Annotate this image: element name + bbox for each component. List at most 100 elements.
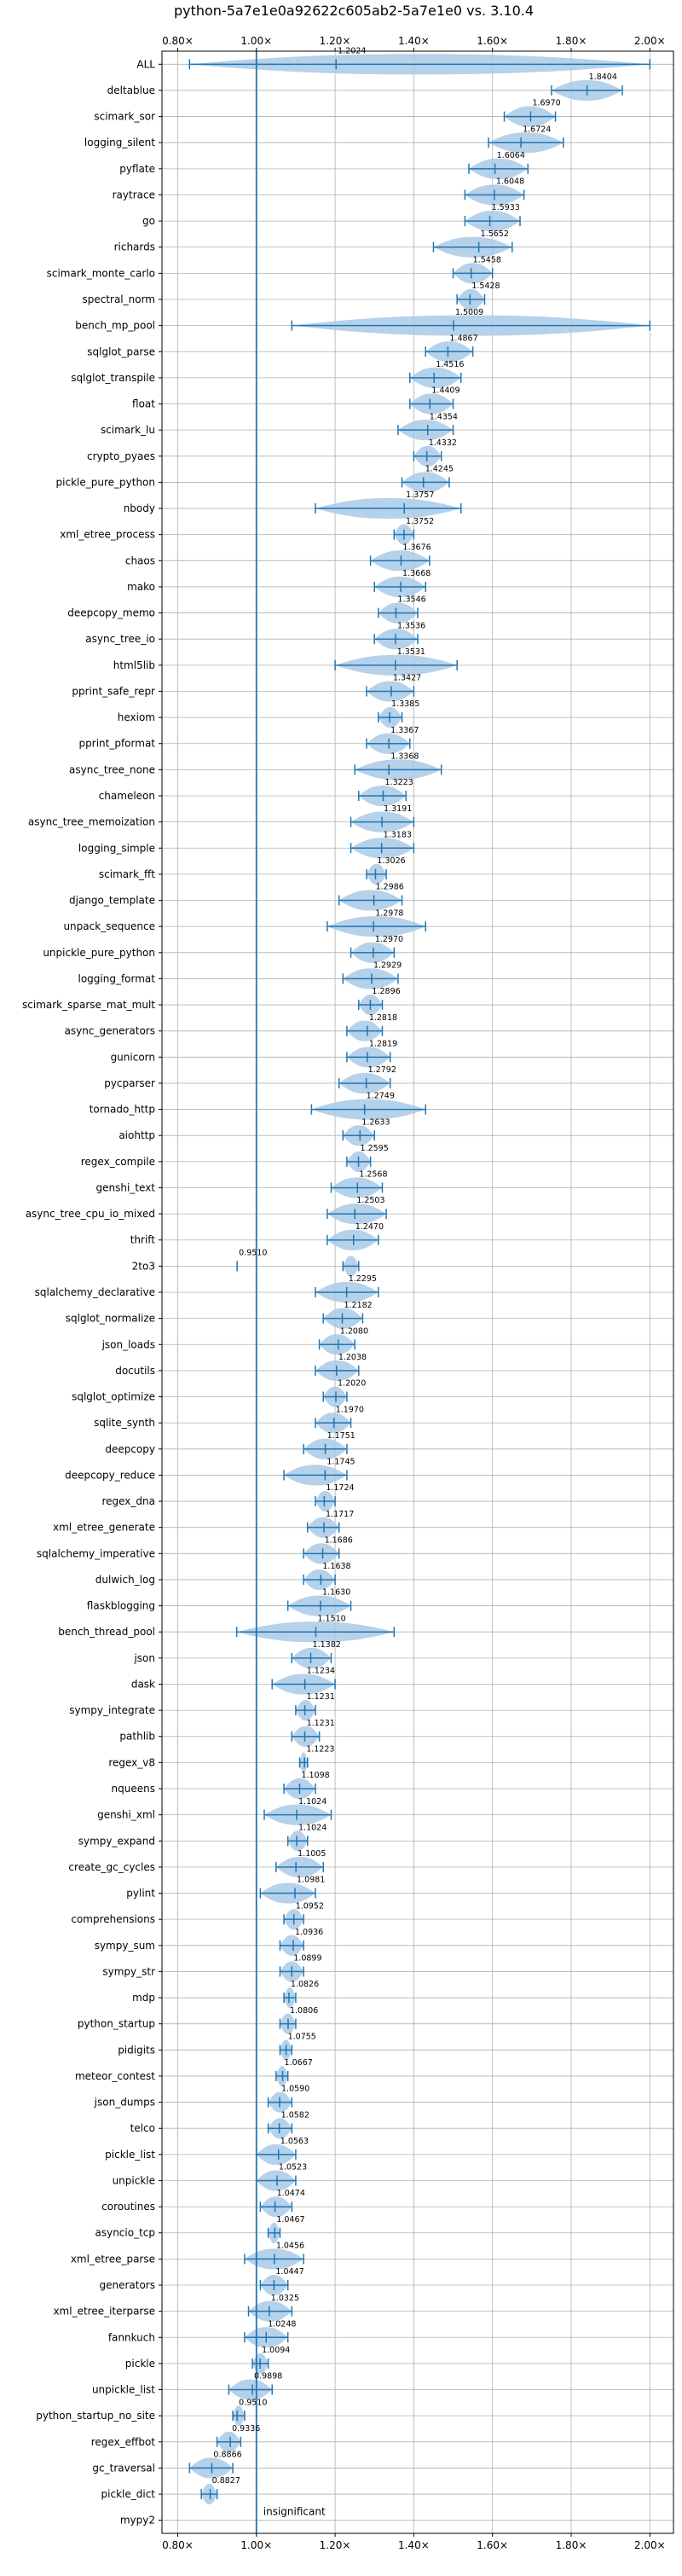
- value-label: 1.0755: [288, 2032, 316, 2041]
- x-tick-label-bottom: 1.00×: [240, 2539, 272, 2551]
- y-tick-label: pickle_list: [105, 2149, 155, 2161]
- value-label: 1.2819: [369, 1039, 397, 1048]
- y-tick-label: gc_traversal: [92, 2462, 155, 2474]
- value-label: 1.8404: [589, 73, 617, 82]
- value-label: 1.5652: [481, 229, 509, 239]
- value-label: 1.1005: [298, 1849, 326, 1859]
- value-label: 1.2038: [338, 1353, 367, 1362]
- value-label: 1.2080: [340, 1326, 368, 1336]
- x-tick-label-bottom: 0.80×: [162, 2539, 194, 2551]
- y-tick-label: pickle_dict: [101, 2488, 156, 2500]
- y-tick-label: bench_mp_pool: [75, 320, 155, 332]
- y-tick-label: sqlglot_normalize: [66, 1313, 155, 1325]
- y-tick-label: genshi_xml: [97, 1809, 155, 1821]
- value-label: 1.0826: [291, 1980, 319, 1989]
- y-tick-label: pickle_pure_python: [56, 476, 155, 488]
- value-label: 1.1630: [322, 1588, 350, 1598]
- value-label: 1.6724: [523, 125, 551, 134]
- y-tick-label: scimark_fft: [99, 868, 155, 880]
- y-tick-label: pprint_pformat: [79, 738, 156, 750]
- y-tick-label: chaos: [125, 554, 155, 566]
- value-label: 1.0590: [281, 2085, 309, 2094]
- y-tick-label: pycparser: [104, 1077, 155, 1089]
- value-label: 1.0806: [290, 2006, 318, 2016]
- value-label: 1.1745: [327, 1458, 355, 1467]
- y-tick-label: tornado_http: [90, 1104, 155, 1116]
- value-label: 0.9336: [232, 2424, 260, 2434]
- value-label: 1.2595: [361, 1144, 389, 1153]
- y-tick-label: regex_compile: [81, 1156, 155, 1168]
- value-label: 1.1717: [326, 1510, 354, 1519]
- y-tick-label: spectral_norm: [82, 293, 155, 305]
- value-label: 1.1223: [306, 1745, 334, 1755]
- y-tick-label: crypto_pyaes: [87, 450, 155, 462]
- y-tick-label: deepcopy_reduce: [65, 1469, 155, 1481]
- value-label: 1.1098: [301, 1771, 329, 1780]
- y-tick-label: xml_etree_iterparse: [53, 2306, 155, 2318]
- y-tick-label: telco: [130, 2122, 155, 2134]
- y-tick-label: deepcopy: [105, 1443, 155, 1455]
- y-tick-label: async_tree_io: [85, 633, 155, 645]
- x-tick-label-top: 1.00×: [240, 35, 272, 47]
- insignificant-note: insignificant: [263, 2506, 326, 2518]
- value-label: 1.0467: [276, 2215, 304, 2225]
- x-tick-label-top: 1.80×: [556, 35, 587, 47]
- value-label: 1.0325: [271, 2294, 299, 2303]
- value-label: 1.3367: [390, 726, 419, 735]
- y-tick-label: async_tree_memoization: [28, 816, 155, 828]
- value-label: 1.3546: [397, 595, 425, 605]
- value-label: 1.3385: [391, 699, 419, 709]
- value-label: 1.3183: [384, 830, 412, 839]
- value-label: 1.3223: [385, 778, 413, 787]
- value-label: 1.4867: [449, 334, 477, 343]
- value-label: 0.8827: [212, 2476, 240, 2486]
- y-tick-label: bench_thread_pool: [58, 1626, 155, 1638]
- y-tick-label: dask: [131, 1678, 155, 1690]
- y-tick-label: fannkuch: [108, 2331, 155, 2343]
- y-tick-label: mypy2: [120, 2515, 155, 2527]
- y-tick-label: sympy_sum: [95, 1940, 155, 1952]
- x-tick-label-top: 1.20×: [320, 35, 351, 47]
- y-tick-label: unpickle_list: [92, 2384, 155, 2396]
- value-label: 1.5009: [455, 308, 483, 317]
- y-tick-label: pprint_safe_repr: [72, 685, 155, 697]
- y-tick-label: sqlalchemy_declarative: [35, 1286, 155, 1298]
- y-labels: ALL deltablue scimark_sor logging_silentpyf…: [22, 58, 162, 2527]
- y-tick-label: mdp: [132, 1992, 155, 2004]
- y-tick-label: pickle: [125, 2358, 155, 2370]
- y-tick-label: asyncio_tcp: [95, 2227, 155, 2239]
- grid: [162, 51, 673, 2533]
- value-label: 1.0094: [262, 2346, 290, 2355]
- value-label: 1.2295: [349, 1274, 377, 1284]
- value-label: 1.1024: [298, 1797, 327, 1807]
- value-label: 1.3536: [397, 621, 425, 630]
- x-tick-label-bottom: 1.40×: [398, 2539, 430, 2551]
- y-tick-label: coroutines: [101, 2201, 155, 2213]
- y-tick-label: float: [132, 398, 155, 410]
- y-tick-label: dulwich_log: [95, 1574, 155, 1586]
- y-tick-label: xml_etree_parse: [71, 2253, 155, 2265]
- y-tick-label: generators: [99, 2279, 155, 2291]
- y-tick-label: sqlglot_transpile: [71, 372, 155, 384]
- x-ticks: 0.80× 0.80× 1.00× 1.00× 1.20× 1.20× 1.40× 1.40×…: [162, 35, 666, 2551]
- value-label: 1.0667: [285, 2058, 313, 2068]
- y-tick-label: scimark_monte_carlo: [47, 267, 155, 279]
- plot-frame: [161, 50, 674, 2534]
- y-tick-label: scimark_sor: [94, 111, 155, 123]
- value-label: 1.2020: [338, 1379, 366, 1389]
- y-tick-label: chameleon: [99, 790, 155, 802]
- x-tick-label-top: 0.80×: [162, 35, 194, 47]
- value-label: 1.0474: [277, 2189, 305, 2198]
- value-label: 1.0936: [295, 1928, 323, 1937]
- y-tick-label: unpickle: [113, 2174, 155, 2186]
- value-label: 1.2978: [375, 908, 403, 918]
- y-tick-label: raytrace: [113, 189, 155, 200]
- y-tick-label: create_gc_cycles: [68, 1861, 155, 1873]
- value-label: 1.1686: [325, 1535, 353, 1545]
- y-tick-label: gunicorn: [111, 1051, 155, 1063]
- value-label: 1.3191: [384, 804, 412, 814]
- y-tick-label: json_loads: [101, 1338, 155, 1350]
- value-label: 1.1970: [336, 1405, 364, 1414]
- value-label: 1.0447: [275, 2267, 303, 2277]
